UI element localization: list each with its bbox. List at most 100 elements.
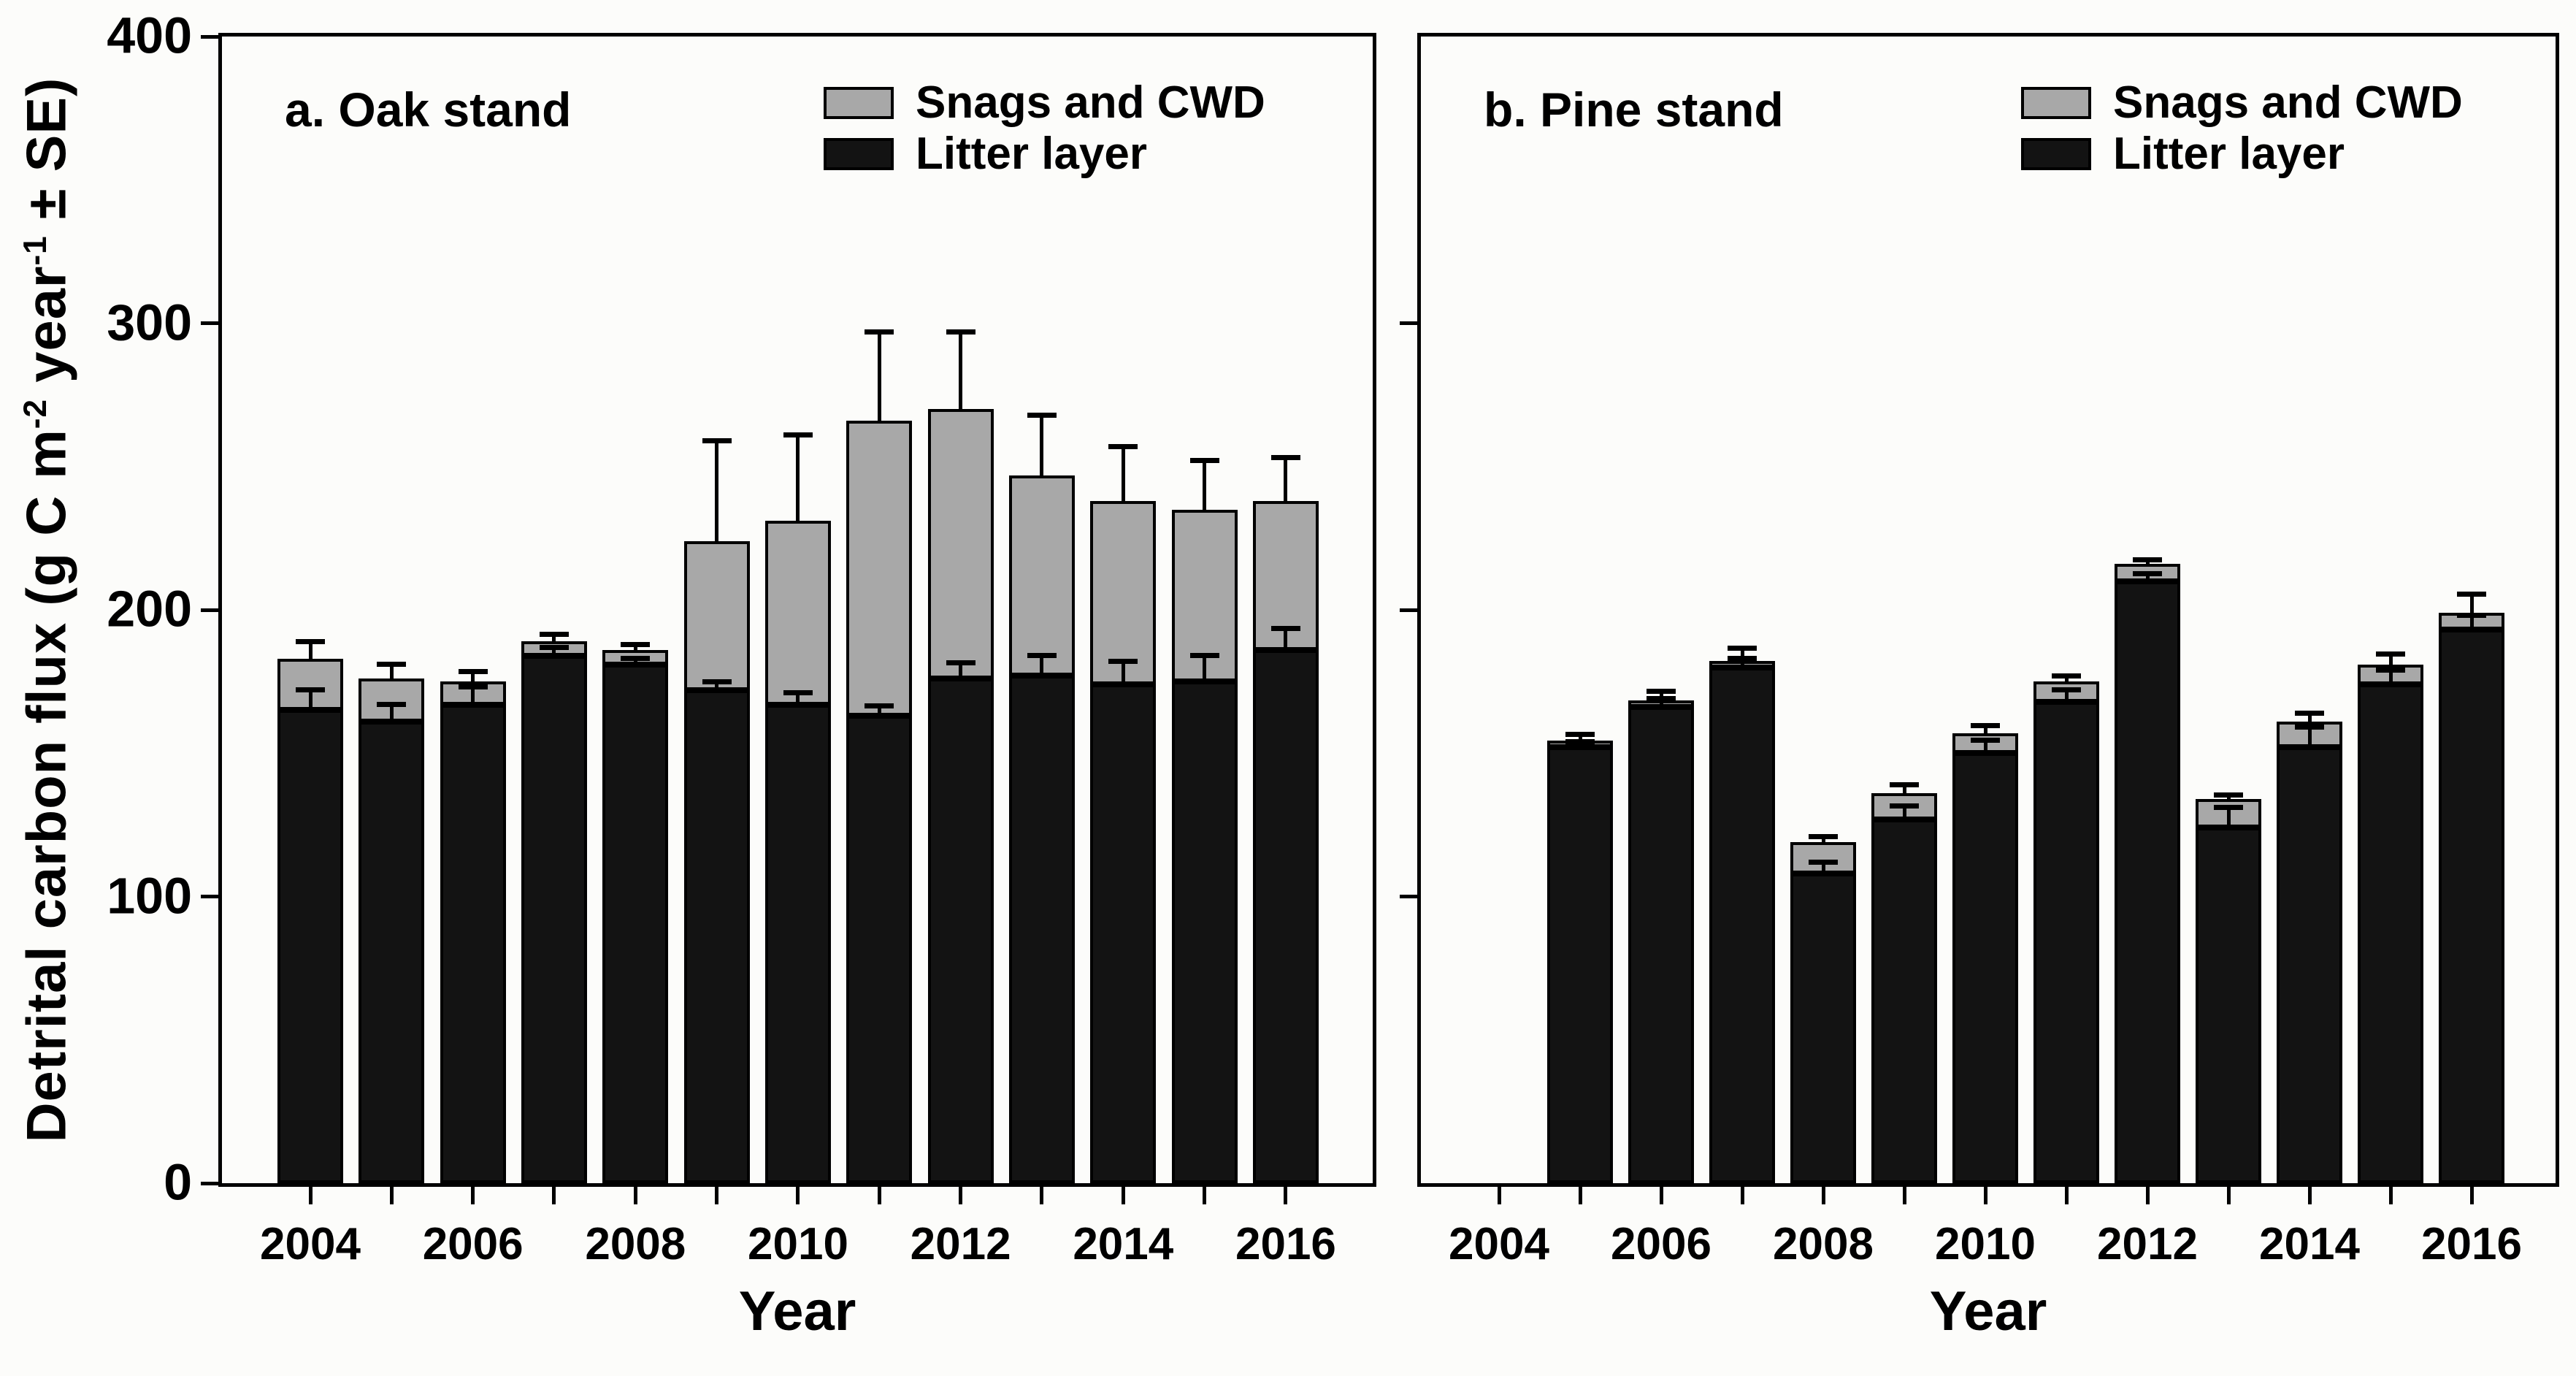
error-cap-total-a-2010: [783, 432, 813, 438]
error-cap-litter-a-2012: [946, 660, 975, 666]
xtick-label-a-2014: 2014: [1073, 1219, 1174, 1269]
xtick-a-2006: [471, 1187, 475, 1204]
error-cap-litter-a-2005: [377, 702, 407, 708]
bar-litter-b-2007: [1709, 667, 1775, 1183]
error-cap-total-b-2013: [2214, 792, 2243, 798]
xtick-b-2009: [1902, 1187, 1906, 1204]
error-cap-total-a-2009: [702, 437, 732, 443]
error-cap-total-b-2008: [1809, 833, 1838, 839]
error-cap-total-b-2016: [2457, 591, 2486, 597]
error-cap-litter-b-2016: [2457, 613, 2486, 619]
error-line-litter-a-2013: [1040, 655, 1044, 676]
error-line-total-a-2005: [389, 664, 394, 679]
xtick-b-2006: [1659, 1187, 1663, 1204]
error-cap-litter-a-2008: [621, 656, 651, 662]
legend-swatch-litter-icon: [2021, 138, 2091, 170]
ytick-a-400: [201, 34, 218, 39]
ytick-b-300: [1400, 321, 1417, 325]
bar-snags-a-2012: [927, 409, 994, 679]
error-line-total-a-2012: [959, 332, 963, 410]
xtick-b-2015: [2388, 1187, 2393, 1204]
xtick-label-b-2006: 2006: [1611, 1219, 1711, 1269]
legend-swatch-litter-icon: [824, 138, 894, 170]
y-axis-label-sup: -2: [18, 399, 54, 429]
error-cap-litter-b-2014: [2295, 725, 2324, 730]
xtick-a-2013: [1040, 1187, 1044, 1204]
xtick-a-2008: [633, 1187, 637, 1204]
error-cap-total-a-2014: [1108, 443, 1138, 449]
error-cap-litter-a-2006: [458, 684, 488, 690]
xtick-label-b-2014: 2014: [2259, 1219, 2360, 1269]
error-line-total-b-2016: [2469, 594, 2474, 613]
bar-litter-b-2015: [2358, 684, 2423, 1183]
ytick-label-400: 400: [107, 7, 192, 64]
error-line-total-b-2009: [1902, 784, 1906, 794]
xtick-label-b-2012: 2012: [2097, 1219, 2198, 1269]
bar-snags-a-2010: [764, 521, 831, 705]
panel-b-xaxis-title: Year: [1929, 1280, 2047, 1342]
ytick-label-300: 300: [107, 293, 192, 351]
error-cap-total-a-2012: [946, 329, 975, 335]
error-line-litter-b-2012: [2145, 573, 2150, 581]
legend-label-snags: Snags and CWD: [2113, 77, 2463, 128]
xtick-a-2007: [552, 1187, 556, 1204]
error-line-litter-a-2005: [389, 704, 394, 722]
xtick-label-b-2010: 2010: [1935, 1219, 2036, 1269]
xtick-a-2004: [308, 1187, 313, 1204]
error-line-total-b-2006: [1659, 691, 1663, 702]
bar-litter-b-2006: [1628, 707, 1694, 1183]
xtick-a-2014: [1121, 1187, 1125, 1204]
error-line-litter-b-2014: [2307, 727, 2312, 748]
panel-b-frame: [1417, 33, 2559, 1187]
xtick-a-2011: [877, 1187, 881, 1204]
error-line-total-a-2008: [633, 644, 637, 650]
error-line-litter-b-2011: [2064, 689, 2069, 702]
xtick-label-a-2016: 2016: [1235, 1219, 1336, 1269]
bar-snags-a-2009: [683, 540, 750, 690]
xtick-a-2010: [796, 1187, 800, 1204]
legend-swatch-snags-icon: [2021, 87, 2091, 119]
ytick-label-100: 100: [107, 866, 192, 924]
error-line-litter-a-2014: [1121, 661, 1125, 685]
legend-label-litter: Litter layer: [916, 129, 1148, 179]
bar-litter-b-2012: [2115, 581, 2180, 1183]
bar-litter-a-2004: [277, 710, 343, 1183]
error-line-litter-a-2008: [633, 658, 637, 665]
bar-litter-a-2016: [1252, 649, 1319, 1183]
panel-a-xaxis-title: Year: [738, 1280, 856, 1342]
error-line-litter-a-2011: [877, 706, 881, 716]
error-cap-total-b-2014: [2295, 710, 2324, 716]
ytick-label-0: 0: [164, 1153, 192, 1211]
error-line-litter-a-2009: [715, 681, 719, 690]
error-line-litter-b-2008: [1821, 862, 1825, 874]
error-cap-total-a-2015: [1189, 458, 1219, 464]
xtick-b-2010: [1983, 1187, 1987, 1204]
xtick-b-2016: [2469, 1187, 2474, 1204]
bar-litter-a-2007: [521, 655, 587, 1183]
bar-litter-a-2010: [764, 704, 831, 1183]
error-line-litter-a-2016: [1284, 628, 1288, 650]
ytick-a-300: [201, 321, 218, 325]
bar-litter-b-2014: [2277, 747, 2342, 1183]
error-cap-total-b-2007: [1728, 646, 1757, 651]
error-cap-litter-a-2009: [702, 679, 732, 684]
bar-litter-b-2005: [1547, 747, 1613, 1183]
error-cap-total-a-2013: [1027, 412, 1057, 418]
error-cap-total-b-2009: [1890, 781, 1919, 787]
error-cap-total-a-2005: [377, 662, 407, 668]
panel-a-legend-row-litter: Litter layer: [824, 129, 1148, 179]
xtick-label-b-2004: 2004: [1449, 1219, 1549, 1269]
xtick-label-b-2008: 2008: [1773, 1219, 1874, 1269]
error-line-litter-a-2015: [1203, 655, 1207, 682]
error-cap-litter-a-2013: [1027, 653, 1057, 659]
legend-label-litter: Litter layer: [2113, 129, 2345, 179]
bar-snags-a-2015: [1171, 509, 1238, 682]
error-line-litter-a-2010: [796, 692, 800, 705]
xtick-b-2012: [2145, 1187, 2150, 1204]
error-cap-litter-a-2004: [296, 687, 325, 693]
error-line-litter-b-2016: [2469, 615, 2474, 630]
y-axis-label-sup: -1: [18, 235, 54, 266]
xtick-b-2013: [2226, 1187, 2231, 1204]
error-line-litter-b-2007: [1740, 658, 1744, 668]
